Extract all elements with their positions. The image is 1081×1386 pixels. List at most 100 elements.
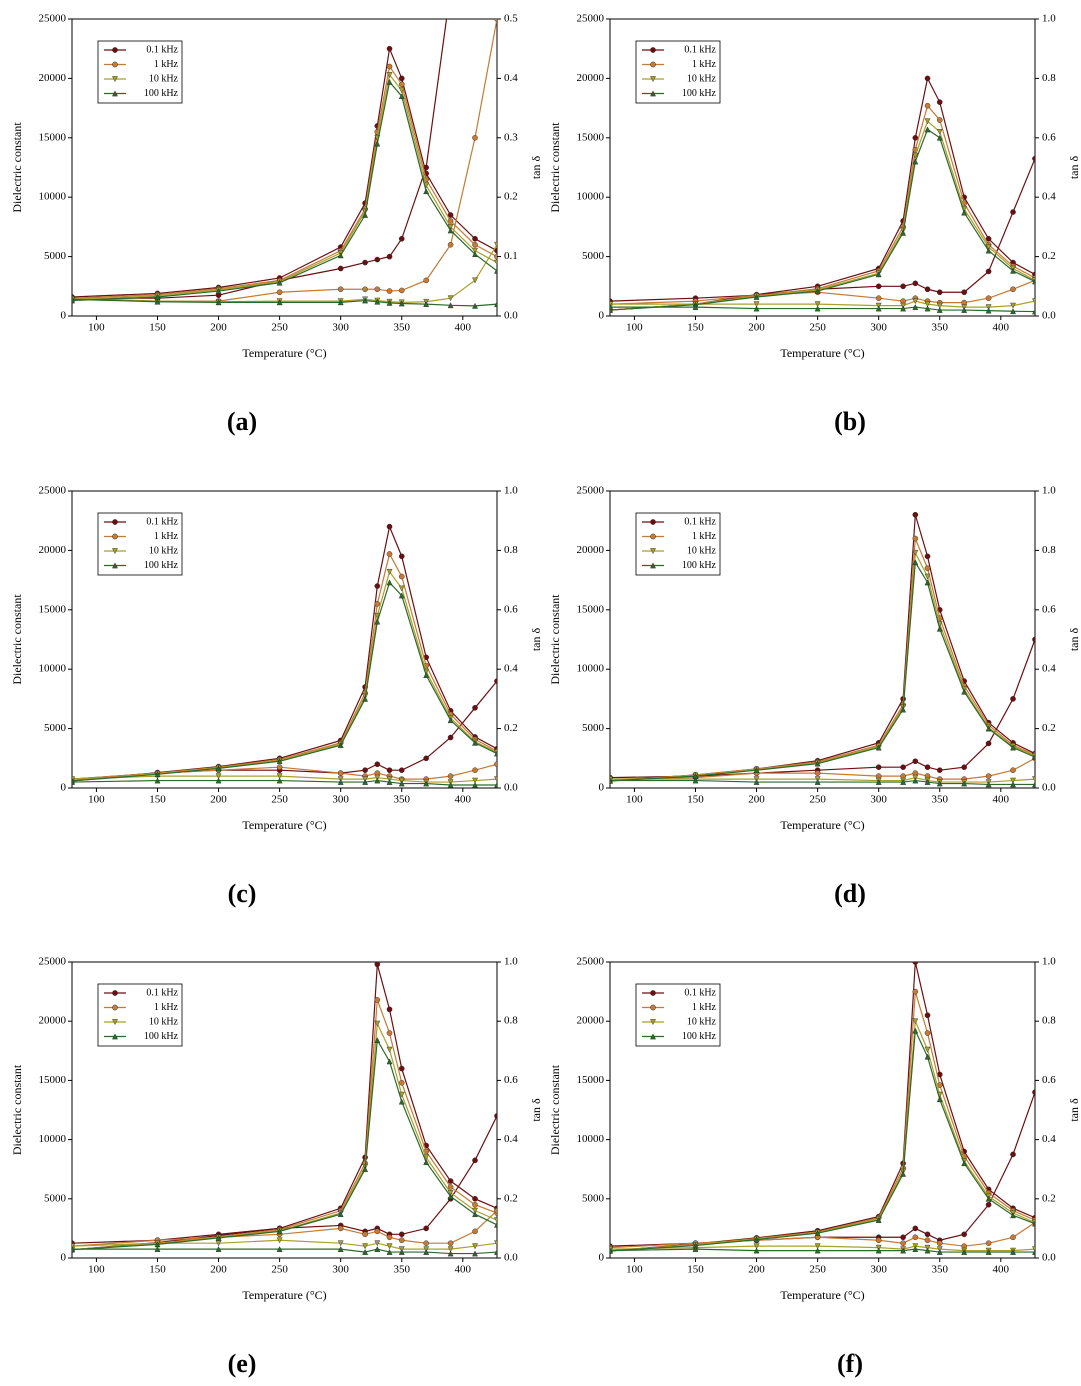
y-tick-label: 15000 [39,131,67,143]
marker [961,307,968,313]
marker [423,301,430,307]
caption: (d) [834,879,866,908]
y2-tick-label: 0.0 [1042,310,1056,322]
marker [447,773,454,779]
marker [386,288,393,294]
marker [112,1033,118,1040]
x-tick-label: 100 [626,794,643,806]
marker [494,750,497,757]
marker [692,777,699,784]
plot-data [610,511,1035,788]
marker [912,158,919,165]
marker [472,1207,478,1214]
marker [276,1237,283,1244]
marker [814,288,821,294]
marker [112,990,118,996]
marker [650,548,656,555]
y-tick-label: 20000 [577,544,605,556]
marker [985,295,992,301]
marker [912,304,919,310]
x-axis-label: Temperature (°C) [780,346,864,360]
marker [215,1234,222,1241]
marker [215,773,222,780]
marker [362,259,368,266]
marker [875,271,882,278]
marker [692,304,699,310]
legend-label: 0.1 kHz [146,44,178,55]
y2-tick-label: 1.0 [504,956,518,968]
marker [936,289,943,296]
marker [398,1091,405,1098]
marker [398,592,405,599]
marker [912,1234,919,1241]
marker [472,1211,478,1217]
marker [936,1240,943,1246]
y-tick-label: 0 [599,310,605,322]
marker [362,1249,369,1255]
x-tick-label: 300 [870,794,887,806]
legend-label: 1 kHz [154,531,179,542]
x-tick-label: 250 [271,1264,288,1276]
marker [912,988,919,995]
marker [494,678,497,684]
y2-tick-label: 0.8 [504,544,518,556]
marker [912,962,919,965]
marker [398,1249,405,1255]
marker [610,1246,613,1253]
x-tick-label: 350 [931,794,948,806]
marker [386,779,393,785]
chart: 100 150 200 250 300 350 400 0 5000 10000 15000 2000… [10,485,543,908]
x-tick-label: 200 [748,322,765,334]
y-tick-label: 25000 [577,485,605,497]
y2-tick-label: 0.2 [1042,250,1056,262]
marker [386,72,393,78]
marker [900,283,906,290]
marker [610,1247,613,1254]
plot-frame [71,490,498,789]
marker [924,126,931,133]
marker [753,1236,760,1243]
y2-tick-label: 0.2 [504,722,518,734]
marker [814,1243,821,1250]
marker [924,1012,931,1019]
marker [72,776,75,783]
y2-axis-label: tan δ [529,1098,543,1122]
marker [985,1195,992,1202]
marker [386,579,393,586]
marker [386,568,393,575]
x-axis-label: Temperature (°C) [242,818,326,832]
marker [1032,1089,1035,1096]
marker [362,286,368,293]
caption: (e) [228,1349,257,1378]
x-tick-label: 150 [149,322,166,334]
legend-label: 0.1 kHz [684,516,716,527]
marker [1010,1151,1016,1158]
marker [112,533,118,540]
marker [374,618,381,625]
marker [1010,302,1016,309]
marker [447,302,454,309]
legend-label: 0.1 kHz [684,987,716,998]
marker [337,299,344,306]
y-tick-label: 15000 [39,603,67,615]
marker [447,734,454,741]
marker [472,739,478,746]
marker [423,164,429,171]
marker [912,777,919,784]
marker [362,767,368,773]
marker [753,293,760,300]
y2-tick-label: 0.6 [1042,603,1056,615]
marker [936,1249,943,1255]
marker [900,229,907,236]
marker [912,559,919,566]
marker [924,75,931,82]
marker [337,1211,344,1217]
marker [814,760,821,767]
marker [1010,777,1016,784]
marker [900,305,907,312]
marker [472,781,478,788]
marker [1010,1249,1016,1255]
marker [1010,209,1016,215]
legend-label: 1 kHz [154,1002,179,1013]
legend-label: 10 kHz [687,73,717,84]
